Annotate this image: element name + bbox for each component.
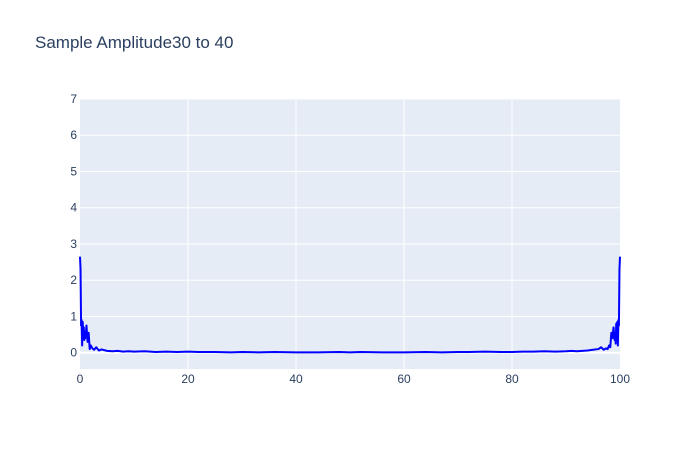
x-tick-label: 60 [397,372,411,386]
chart-title: Sample Amplitude30 to 40 [35,33,234,52]
series-line-0 [79,256,621,354]
x-tick-labels: 0 20 40 60 80 100 [77,372,631,386]
x-gridlines [187,99,513,369]
y-tick-label: 3 [70,237,77,251]
y-tick-label: 0 [70,346,77,360]
y-tick-label: 2 [70,273,77,287]
y-tick-labels: 0 1 2 3 4 5 6 7 [70,92,77,360]
plot-background [80,99,620,369]
y-tick-label: 1 [70,309,77,323]
x-tick-label: 40 [289,372,303,386]
x-tick-label: 20 [181,372,195,386]
x-tick-label: 80 [505,372,519,386]
y-tick-label: 5 [70,164,77,178]
series-layer [79,256,621,354]
x-tick-label: 0 [77,372,84,386]
y-tick-label: 4 [70,201,77,215]
x-tick-label: 100 [610,372,630,386]
y-tick-label: 7 [70,92,77,106]
y-tick-label: 6 [70,128,77,142]
